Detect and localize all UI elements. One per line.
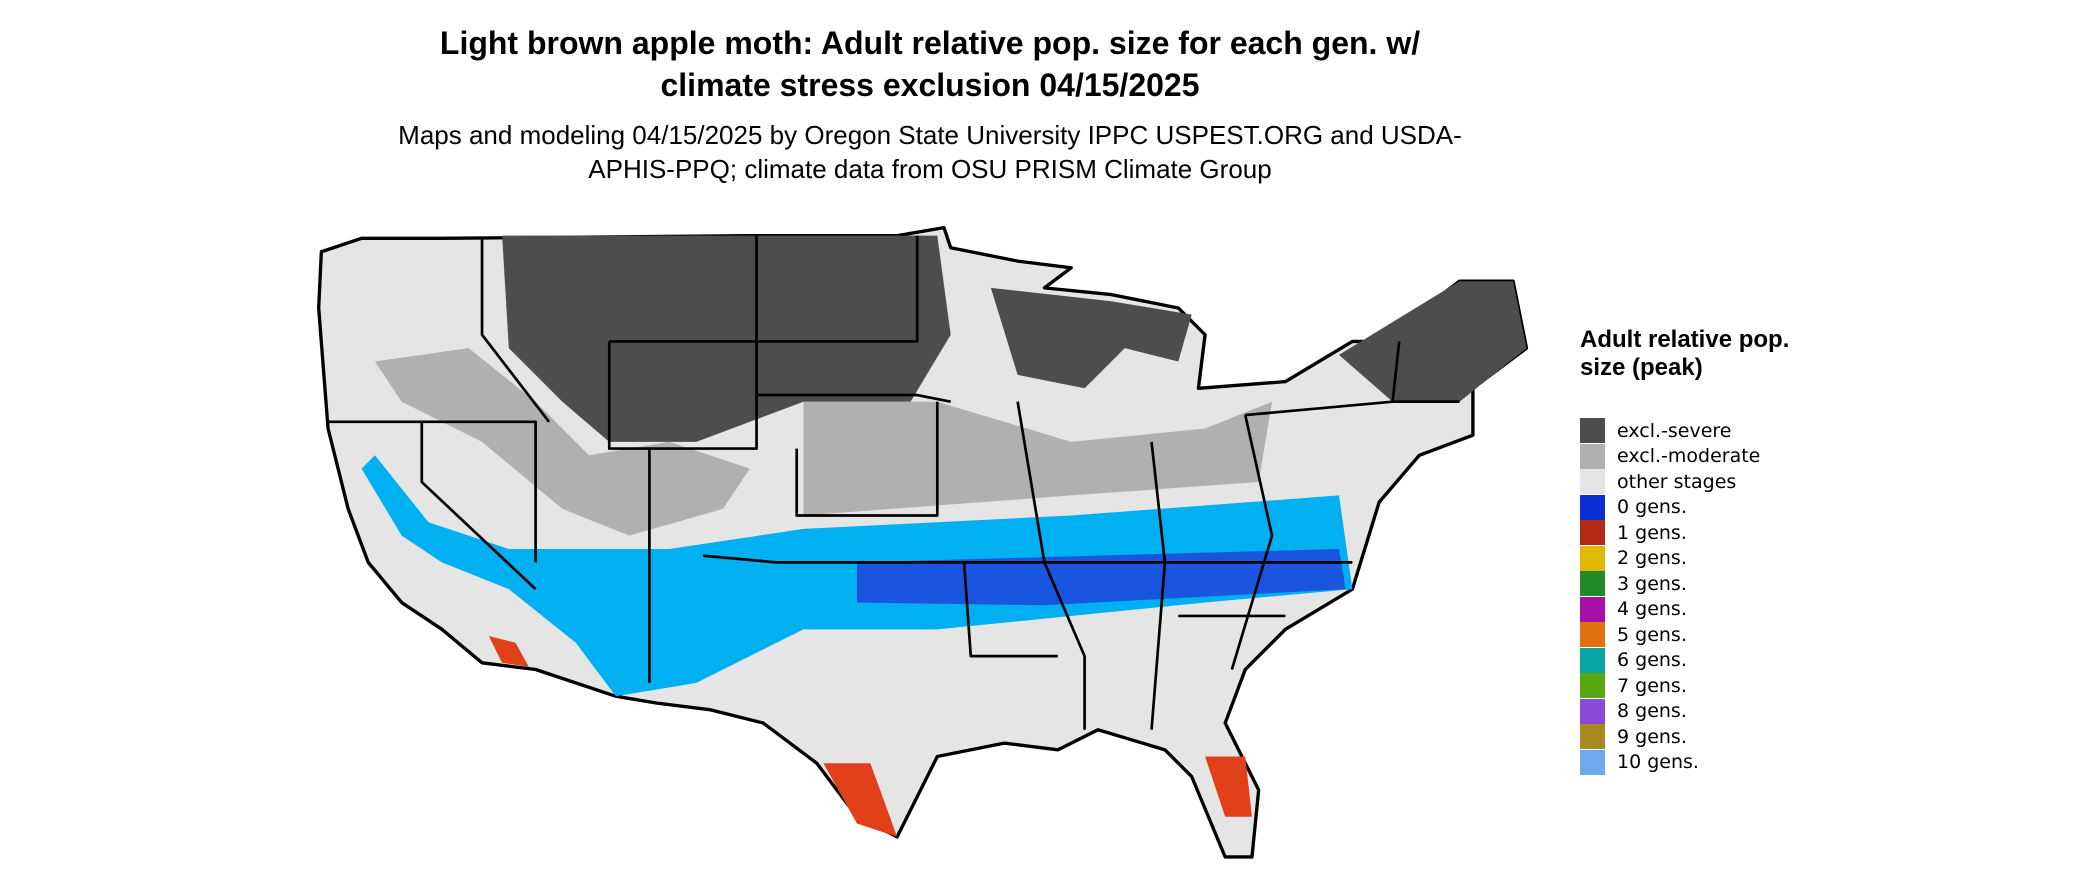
legend-item: 7 gens. xyxy=(1580,673,1760,699)
legend-swatch xyxy=(1580,520,1605,546)
severe-north xyxy=(502,235,951,442)
legend-title: Adult relative pop. size (peak) xyxy=(1580,326,1790,381)
legend-label: 10 gens. xyxy=(1617,751,1699,774)
legend-swatch xyxy=(1580,545,1605,571)
legend-swatch xyxy=(1580,698,1605,724)
legend-item: 8 gens. xyxy=(1580,698,1760,725)
legend-label: other stages xyxy=(1617,470,1737,493)
legend-item: 6 gens. xyxy=(1580,647,1760,674)
legend-swatch xyxy=(1580,749,1605,775)
legend-label: excl.-moderate xyxy=(1617,445,1761,468)
legend-label: excl.-severe xyxy=(1617,419,1732,442)
legend-label: 0 gens. xyxy=(1617,496,1687,519)
severe-great-lakes xyxy=(990,287,1192,389)
legend-item: 9 gens. xyxy=(1580,724,1760,750)
legend: excl.-severe excl.-moderate other stages 0 … xyxy=(1580,418,1760,775)
legend-swatch xyxy=(1580,724,1605,750)
legend-item: 5 gens. xyxy=(1580,622,1760,648)
legend-item: other stages xyxy=(1580,469,1760,495)
legend-item: 3 gens. xyxy=(1580,571,1760,597)
moderate-midwest xyxy=(803,401,1273,516)
legend-swatch xyxy=(1580,494,1605,520)
moderate-west xyxy=(374,348,750,536)
legend-label: 2 gens. xyxy=(1617,547,1687,570)
legend-swatch xyxy=(1580,418,1605,444)
legend-label: 6 gens. xyxy=(1617,649,1687,672)
legend-swatch xyxy=(1580,647,1605,673)
legend-label: 7 gens. xyxy=(1617,674,1687,697)
legend-swatch xyxy=(1580,443,1605,469)
legend-label: 8 gens. xyxy=(1617,700,1687,723)
legend-item: 10 gens. xyxy=(1580,749,1760,776)
red-california xyxy=(488,636,529,667)
legend-label: 9 gens. xyxy=(1617,725,1687,748)
legend-item: 0 gens. xyxy=(1580,494,1760,521)
legend-swatch xyxy=(1580,571,1605,597)
legend-item: excl.-moderate xyxy=(1580,443,1761,470)
legend-swatch xyxy=(1580,469,1605,495)
red-florida xyxy=(1205,756,1252,817)
legend-label: 5 gens. xyxy=(1617,623,1687,646)
title: Light brown apple moth: Adult relative p… xyxy=(439,25,1421,103)
legend-swatch xyxy=(1580,622,1605,648)
legend-swatch xyxy=(1580,673,1605,699)
state-lines xyxy=(328,235,1460,730)
legend-item: 2 gens. xyxy=(1580,545,1760,572)
legend-label: 4 gens. xyxy=(1617,598,1687,621)
legend-item: 1 gens. xyxy=(1580,520,1760,546)
legend-item: 4 gens. xyxy=(1580,596,1760,623)
legend-item: excl.-severe xyxy=(1580,418,1760,444)
subtitle: Maps and modeling 04/15/2025 by Oregon S… xyxy=(398,120,1462,184)
legend-label: 3 gens. xyxy=(1617,572,1687,595)
legend-swatch xyxy=(1580,596,1605,622)
severe-northeast xyxy=(1339,281,1527,402)
red-texas xyxy=(823,763,898,837)
legend-label: 1 gens. xyxy=(1617,521,1687,544)
